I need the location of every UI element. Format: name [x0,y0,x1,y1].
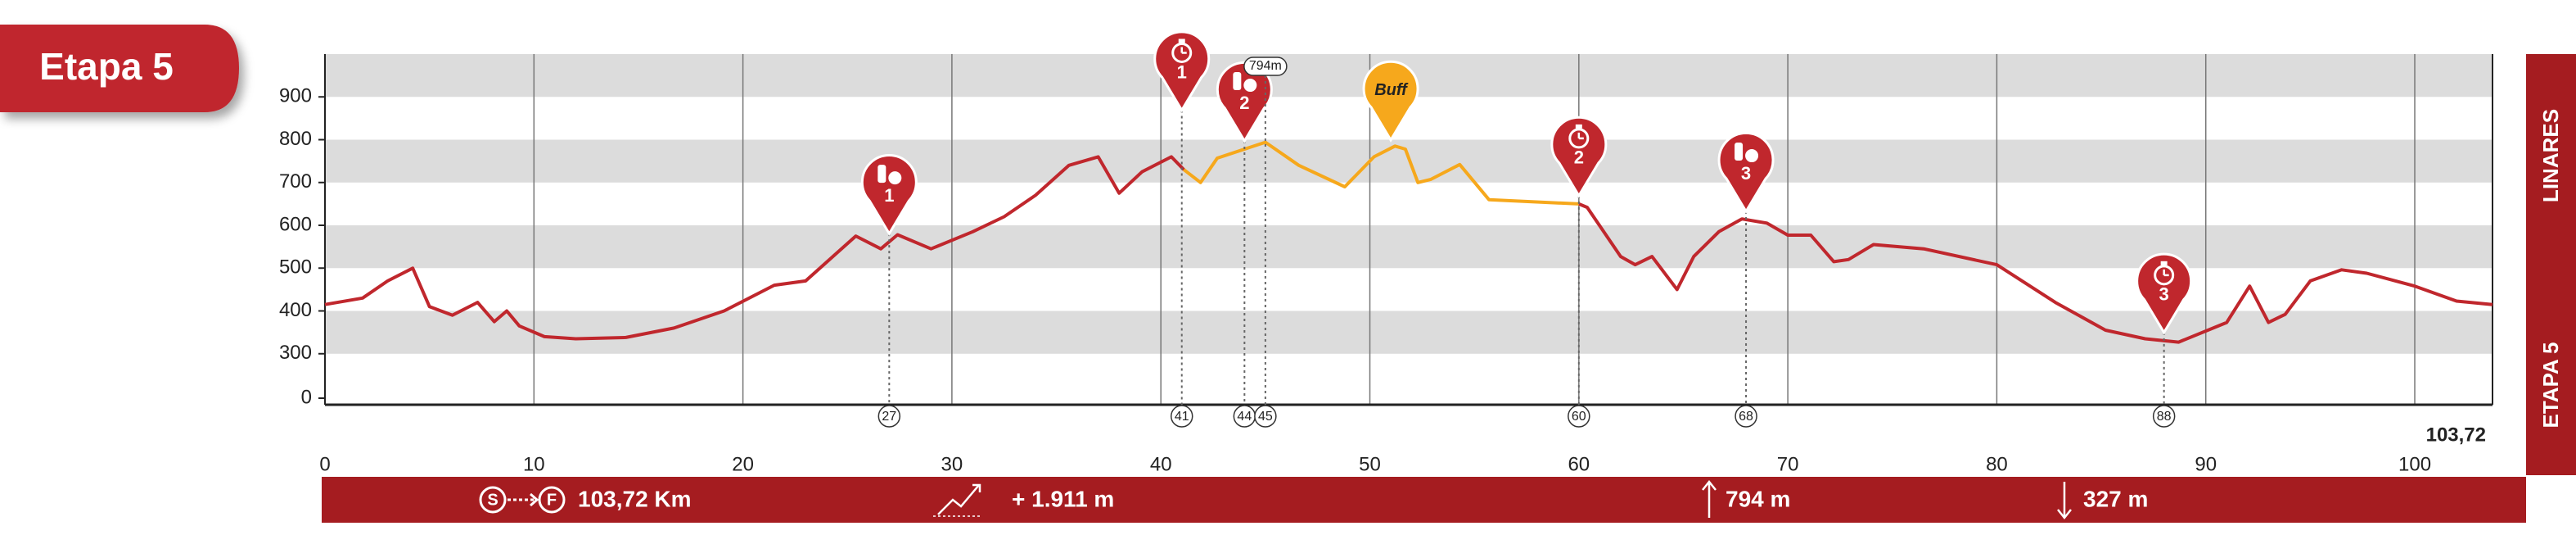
marker-number: 2 [1239,93,1249,113]
min-icon [2057,482,2072,520]
marker-km-circle [877,405,901,428]
stats-bar [322,477,2526,523]
finish-letter: F [547,491,557,509]
y-tick-label: 300 [279,342,312,364]
supply-icon-apple [1243,79,1257,93]
marker-pin [1717,131,1775,214]
stage-tab-label: Etapa 5 [39,45,174,88]
supply-icon-bottle [1735,143,1744,161]
side-bar [2526,54,2576,475]
x-tick-label: 20 [732,453,754,475]
sponsor-pin [1362,60,1419,143]
marker-number: 1 [884,185,894,206]
timer-icon [1568,128,1590,149]
supply-icon-apple [1745,149,1759,163]
marker-pin [1550,116,1608,198]
y-tick-label: 900 [279,85,312,107]
timer-icon [2154,265,2175,286]
marker-km-circle [1254,405,1277,428]
x-tick-label: 30 [941,453,963,475]
x-tick-label: 60 [1568,453,1590,475]
timer-icon-knob [2160,261,2168,265]
y-tick-label: 500 [279,256,312,279]
timer-icon-hand [1577,132,1584,140]
marker-km: 45 [1258,410,1273,424]
y-tick-label: 400 [279,299,312,321]
marker-km-circle [1568,405,1590,428]
marker-km: 60 [1572,410,1586,424]
timer-icon-hand [1180,47,1187,54]
start-letter: S [487,491,498,509]
ascent: + 1.911 m [1012,486,1114,511]
y-tick-label: 800 [279,128,312,150]
start-arrow-head [530,492,539,507]
marker-number: 3 [1741,163,1751,184]
marker-km: 88 [2157,410,2172,424]
x-tick-label: 50 [1359,453,1381,475]
sponsor-label: Buff [1374,81,1409,99]
elevation-line [1183,140,1579,206]
note: 794m [1249,59,1282,73]
x-tick-label: 80 [1986,453,2008,475]
x-tick-label: 103,72 [2426,424,2486,446]
marker-km: 44 [1237,410,1252,424]
marker-number: 1 [1177,61,1187,82]
min-altitude: 327 m [2083,486,2148,511]
max-altitude: 794 m [1726,486,1790,511]
x-tick-label: 10 [523,453,545,475]
grid-band [325,311,2493,354]
x-tick-label: 0 [319,453,330,475]
plot-area: 0 300 400 500 600 700 800 900 0 10 20 30 40 50 60 70 80 9… [279,30,2493,475]
marker-pin [860,154,918,237]
x-tick-label: 40 [1150,453,1172,475]
destination: LINARES [2538,109,2563,202]
finish-icon [538,486,566,514]
x-tick-label: 90 [2195,453,2217,475]
marker-km: 27 [882,410,896,424]
marker-number: 2 [1574,147,1584,168]
x-tick-label: 70 [1777,453,1799,475]
marker-number: 3 [2159,284,2169,305]
timer-icon-hand [2163,269,2169,277]
marker-pin [1153,30,1211,113]
y-tick-label: 700 [279,170,312,193]
timer-icon [1171,42,1193,63]
marker-km-circle [2152,405,2176,428]
x-tick-label: 100 [2398,453,2431,475]
supply-icon-bottle [877,165,886,184]
marker-km-circle [1170,405,1193,428]
ascent-icon [937,483,981,515]
marker-km: 68 [1739,410,1753,424]
stage-label: ETAPA 5 [2538,342,2563,428]
elevation-line [324,155,2493,344]
marker-km: 41 [1175,410,1189,424]
y-tick-label: 0 [301,386,312,408]
stage-tab [0,25,239,112]
grid-band [325,225,2493,269]
y-tick-label: 600 [279,213,312,235]
max-icon [1702,479,1717,518]
timer-icon-knob [1178,39,1185,43]
supply-icon-apple [888,171,902,185]
timer-icon-knob [1575,124,1582,129]
distance: 103,72 Km [578,486,692,511]
marker-pin [2136,252,2193,335]
note-box [1243,57,1288,76]
start-icon [479,486,507,514]
supply-icon-bottle [1233,72,1242,91]
marker-km-circle [1735,405,1757,428]
